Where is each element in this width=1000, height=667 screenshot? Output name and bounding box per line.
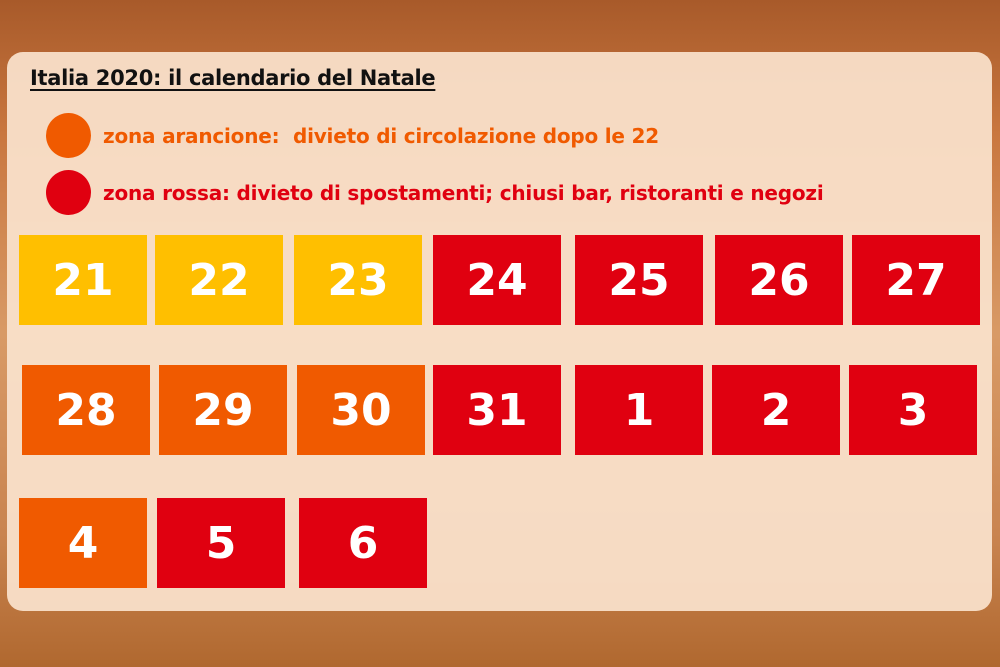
page-title: Italia 2020: il calendario del Natale [30, 66, 436, 90]
day-cell-yellow: 22 [155, 235, 283, 325]
day-cell-red: 27 [852, 235, 980, 325]
orange-zone-dot-icon [46, 113, 91, 158]
day-cell-yellow: 21 [19, 235, 147, 325]
day-cell-red: 6 [299, 498, 427, 588]
day-cell-orange: 29 [159, 365, 287, 455]
legend-orange-zone: zona arancione: divieto di circolazione … [46, 113, 659, 158]
day-cell-orange: 30 [297, 365, 425, 455]
day-cell-red: 1 [575, 365, 703, 455]
day-cell-orange: 4 [19, 498, 147, 588]
day-cell-red: 26 [715, 235, 843, 325]
day-cell-yellow: 23 [294, 235, 422, 325]
day-cell-orange: 28 [22, 365, 150, 455]
legend-red-zone: zona rossa: divieto di spostamenti; chiu… [46, 170, 824, 215]
day-cell-red: 2 [712, 365, 840, 455]
day-cell-red: 25 [575, 235, 703, 325]
day-cell-red: 24 [433, 235, 561, 325]
day-cell-red: 3 [849, 365, 977, 455]
red-zone-dot-icon [46, 170, 91, 215]
legend-label: zona arancione: divieto di circolazione … [103, 123, 659, 148]
legend-label: zona rossa: divieto di spostamenti; chiu… [103, 180, 824, 205]
day-cell-red: 31 [433, 365, 561, 455]
day-cell-red: 5 [157, 498, 285, 588]
